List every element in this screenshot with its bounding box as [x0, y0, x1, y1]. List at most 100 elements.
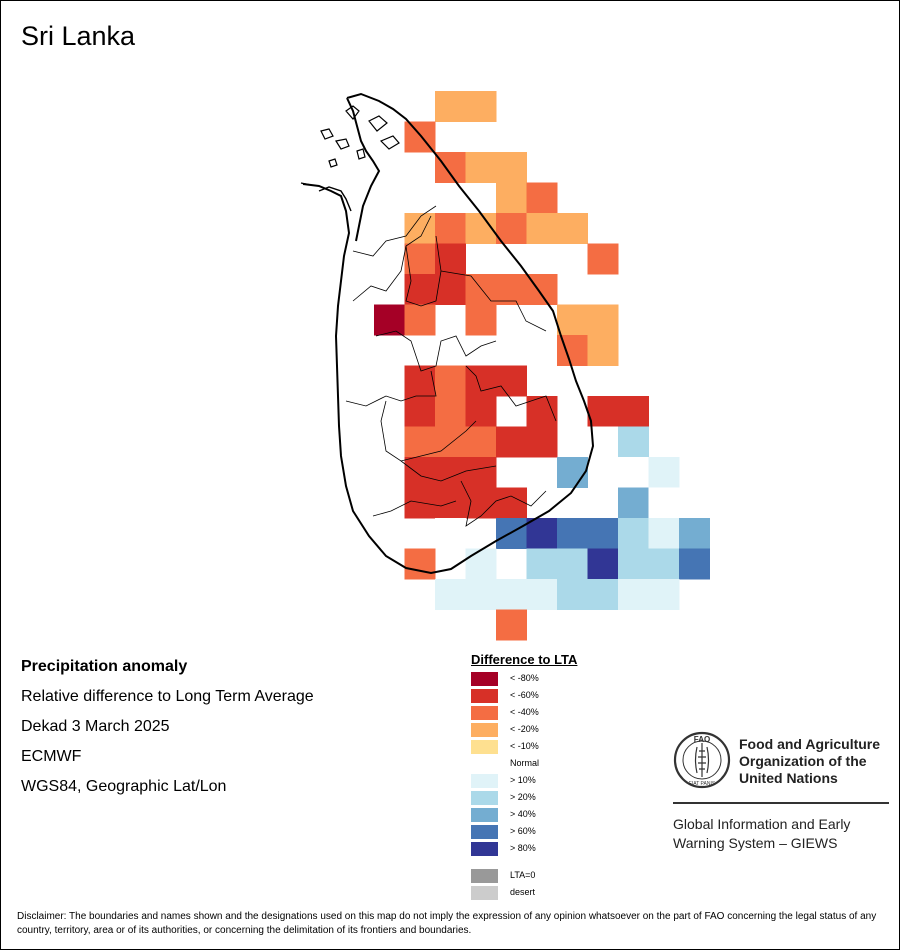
- grid-cell: [435, 579, 466, 610]
- legend-class-label: < -20%: [510, 724, 539, 734]
- grid-cell: [496, 426, 527, 458]
- grid-cell: [496, 182, 527, 214]
- grid-cell: [496, 365, 527, 397]
- legend-class-label: < -10%: [510, 741, 539, 751]
- grid-cell: [496, 609, 527, 641]
- grid-cell: [465, 304, 497, 336]
- grid-cell: [496, 579, 527, 610]
- grid-cell: [404, 396, 436, 427]
- legend-class-swatch: [471, 825, 498, 839]
- legend: Difference to LTA < -80% < -60% < -40% < -2…: [471, 652, 577, 902]
- grid-cell: [618, 487, 649, 519]
- grid-cell: [435, 91, 466, 122]
- giews-line1: Global Information and Early: [673, 816, 851, 832]
- grid-cell: [526, 426, 558, 458]
- info-description: Relative difference to Long Term Average: [21, 688, 314, 705]
- grid-cell: [648, 457, 680, 488]
- grid-cell: [465, 274, 497, 305]
- grid-cell: [587, 396, 619, 427]
- grid-cell: [435, 426, 466, 458]
- grid-cell: [618, 426, 649, 458]
- legend-extra-label: LTA=0: [510, 870, 536, 880]
- legend-title: Difference to LTA: [471, 652, 578, 667]
- legend-class-swatch: [471, 757, 498, 771]
- map-info: Precipitation anomaly Relative differenc…: [21, 657, 314, 807]
- grid-cell: [648, 487, 680, 519]
- grid-cell: [496, 152, 527, 183]
- legend-extra-row: LTA=0: [471, 868, 577, 885]
- legend-class-label: > 20%: [510, 792, 536, 802]
- province-borders: [345, 205, 557, 527]
- grid-cell: [496, 274, 527, 305]
- sri-lanka-coastline: [302, 92, 595, 575]
- grid-cell: [587, 518, 619, 549]
- legend-extra: LTA=0 desert: [471, 868, 577, 902]
- legend-class-swatch: [471, 723, 498, 737]
- grid-cell: [679, 548, 710, 580]
- grid-cell: [557, 304, 588, 336]
- grid-cell: [526, 579, 558, 610]
- legend-class-label: Normal: [510, 758, 540, 768]
- legend-extra-label: desert: [510, 887, 536, 897]
- grid-cell: [618, 548, 649, 580]
- grid-cell: [648, 548, 680, 580]
- legend-class-label: < -80%: [510, 673, 539, 683]
- legend-class-swatch: [471, 672, 498, 686]
- grid-cell: [435, 518, 466, 549]
- legend-class-row: > 20%: [471, 790, 577, 807]
- grid-cell: [557, 213, 588, 244]
- legend-class-row: < -60%: [471, 688, 577, 705]
- svg-text:FIAT PANIS: FIAT PANIS: [689, 781, 716, 787]
- grid-cell: [587, 243, 619, 275]
- grid-cell: [404, 304, 436, 336]
- grid-cell: [618, 457, 649, 488]
- grid-cell: [435, 365, 466, 397]
- legend-class-row: > 80%: [471, 841, 577, 858]
- grid-cell: [587, 548, 619, 580]
- legend-class-swatch: [471, 706, 498, 720]
- fao-emblem-icon: FAO FIAT PANIS: [673, 731, 731, 789]
- giews-line2: Warning System – GIEWS: [673, 835, 838, 851]
- grid-cell: [587, 335, 619, 366]
- fao-name-line2: Organization of the: [739, 753, 867, 769]
- info-period: Dekad 3 March 2025: [21, 718, 170, 735]
- legend-classes: < -80% < -60% < -40% < -20% < -10% Normal > 10…: [471, 671, 577, 858]
- legend-class-row: < -80%: [471, 671, 577, 688]
- fao-name-line1: Food and Agriculture: [739, 736, 881, 752]
- grid-cell: [557, 518, 588, 549]
- grid-cell: [465, 396, 497, 427]
- grid-cell: [435, 274, 466, 305]
- grid-cell: [465, 457, 497, 488]
- giews-name: Global Information and Early Warning Sys…: [673, 815, 850, 853]
- grid-cell: [435, 396, 466, 427]
- svg-text:FAO: FAO: [694, 735, 710, 744]
- legend-class-label: > 80%: [510, 843, 536, 853]
- grid-cell: [496, 487, 527, 519]
- legend-class-row: > 40%: [471, 807, 577, 824]
- grid-cell: [435, 457, 466, 488]
- fao-divider: [673, 802, 889, 804]
- grid-cell: [648, 518, 680, 549]
- grid-cell: [557, 579, 588, 610]
- grid-cell: [526, 213, 558, 244]
- legend-class-swatch: [471, 689, 498, 703]
- mannar-island: [300, 182, 352, 212]
- grid-cell: [465, 426, 497, 458]
- legend-class-row: < -10%: [471, 739, 577, 756]
- grid-cell: [618, 518, 649, 549]
- grid-cell: [404, 548, 436, 580]
- legend-class-label: > 60%: [510, 826, 536, 836]
- map-panel: [300, 91, 710, 641]
- grid-cell: [496, 213, 527, 244]
- legend-class-label: > 10%: [510, 775, 536, 785]
- legend-class-label: < -60%: [510, 690, 539, 700]
- legend-extra-swatch: [471, 869, 498, 883]
- legend-class-row: Normal: [471, 756, 577, 773]
- grid-cell: [465, 579, 497, 610]
- grid-cell: [435, 152, 466, 183]
- legend-class-label: < -40%: [510, 707, 539, 717]
- grid-cell: [587, 579, 619, 610]
- grid-cell: [618, 579, 649, 610]
- grid-cell: [618, 396, 649, 427]
